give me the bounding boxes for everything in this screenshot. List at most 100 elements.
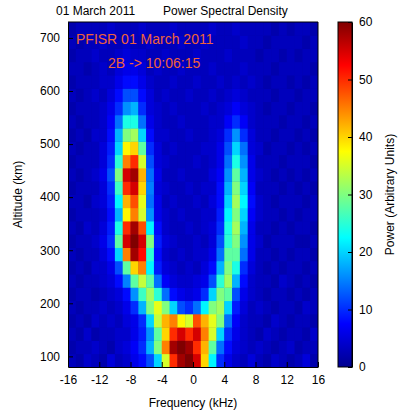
cell: [76, 62, 84, 76]
cell: [209, 208, 217, 222]
cell: [287, 62, 295, 76]
cell: [302, 261, 310, 275]
cell: [84, 287, 92, 301]
x-tick-mark: [287, 362, 288, 367]
x-tick: 4: [221, 362, 228, 387]
cell: [154, 261, 162, 275]
cell: [68, 88, 76, 102]
x-axis-line: [69, 367, 319, 368]
cell: [232, 208, 240, 222]
cell: [91, 221, 99, 235]
cell: [256, 221, 264, 235]
cell: [107, 327, 115, 341]
cell: [177, 287, 185, 301]
frame-top: [68, 22, 318, 23]
y-tick-mark: [68, 197, 73, 198]
y-tick-label: 700: [40, 31, 60, 45]
cell: [263, 195, 271, 209]
cell: [131, 340, 139, 354]
cell: [99, 181, 107, 195]
cell: [209, 195, 217, 209]
cell: [84, 75, 92, 89]
cell: [216, 195, 224, 209]
cell: [162, 354, 170, 367]
cell: [287, 248, 295, 262]
cell: [91, 301, 99, 315]
cell: [185, 75, 193, 89]
cell: [91, 88, 99, 102]
cell: [162, 128, 170, 142]
cell: [216, 168, 224, 182]
cell: [185, 327, 193, 341]
cell: [193, 234, 201, 248]
cell: [68, 221, 76, 235]
cell: [84, 301, 92, 315]
cell: [115, 181, 123, 195]
y-tick-label: 500: [40, 137, 60, 151]
cell: [185, 274, 193, 288]
cell: [248, 155, 256, 169]
cell: [232, 102, 240, 116]
cell: [193, 248, 201, 262]
cell: [193, 274, 201, 288]
cell: [193, 221, 201, 235]
cell: [287, 354, 295, 367]
cell: [68, 287, 76, 301]
cell: [240, 314, 248, 328]
cell: [224, 314, 232, 328]
cell: [302, 195, 310, 209]
cell: [123, 155, 131, 169]
y-tick-label: 300: [40, 244, 60, 258]
cell: [107, 115, 115, 129]
cell: [76, 88, 84, 102]
cell: [115, 248, 123, 262]
cell: [154, 314, 162, 328]
cell: [310, 208, 318, 222]
cell: [256, 115, 264, 129]
cell: [279, 181, 287, 195]
cell: [185, 195, 193, 209]
cell: [76, 75, 84, 89]
colorbar-tick-mark: [348, 367, 352, 368]
cell: [248, 195, 256, 209]
cell: [271, 314, 279, 328]
cell: [99, 287, 107, 301]
cell: [201, 141, 209, 155]
cell: [170, 327, 178, 341]
y-tick: 200: [40, 297, 73, 311]
colorbar-tick-mark: [348, 310, 352, 311]
cell: [146, 155, 154, 169]
cell: [232, 327, 240, 341]
x-tick: 0: [190, 362, 197, 387]
cell: [162, 141, 170, 155]
cell: [154, 75, 162, 89]
cell: [209, 248, 217, 262]
cell: [107, 234, 115, 248]
cell: [193, 141, 201, 155]
cell: [99, 327, 107, 341]
cell: [84, 327, 92, 341]
cell: [84, 248, 92, 262]
cell: [201, 168, 209, 182]
cell: [76, 354, 84, 367]
cell: [185, 208, 193, 222]
cell: [271, 128, 279, 142]
cell: [170, 221, 178, 235]
cell: [68, 168, 76, 182]
cell: [240, 327, 248, 341]
cell: [99, 88, 107, 102]
cell: [209, 128, 217, 142]
cell: [295, 115, 303, 129]
cell: [232, 141, 240, 155]
x-tick-label: -16: [60, 373, 78, 387]
cell: [263, 221, 271, 235]
cell: [84, 314, 92, 328]
cell: [201, 102, 209, 116]
cell: [310, 88, 318, 102]
cell: [302, 221, 310, 235]
cell: [138, 327, 146, 341]
cell: [310, 75, 318, 89]
cell: [185, 301, 193, 315]
cell: [107, 102, 115, 116]
cell: [256, 208, 264, 222]
